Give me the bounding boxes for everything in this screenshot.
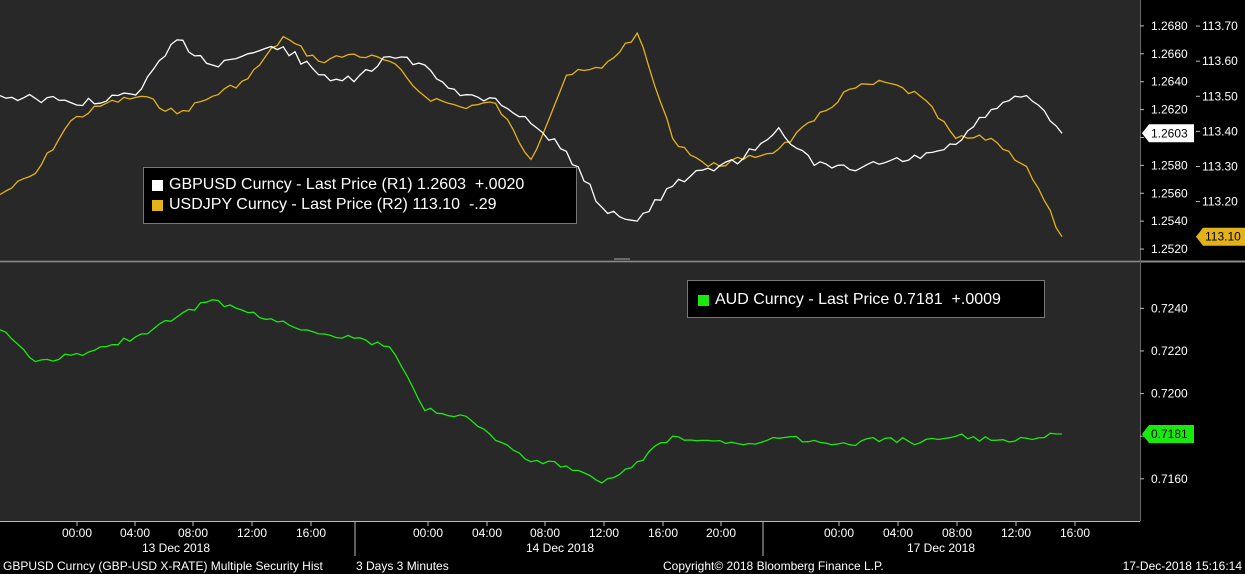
x-axis-time-label: 00:00 bbox=[62, 526, 92, 540]
usdjpy-swatch-icon bbox=[152, 199, 163, 211]
bottom-legend[interactable]: AUD Curncy - Last Price 0.7181 +.0009 bbox=[687, 280, 1045, 318]
usdjpy-line bbox=[0, 31, 1063, 238]
gbpusd-axis: 1.26801.26601.26401.26201.26001.25801.25… bbox=[1140, 19, 1188, 256]
legend-item-aud: AUD Curncy - Last Price 0.7181 +.0009 bbox=[698, 290, 1044, 310]
aud-axis-tick-label: 0.7240 bbox=[1151, 301, 1188, 315]
x-axis-date-label: 17 Dec 2018 bbox=[907, 541, 975, 555]
x-axis-time-label: 12:00 bbox=[237, 526, 267, 540]
x-axis-time-label: 04:00 bbox=[120, 526, 150, 540]
x-axis-time-label: 08:00 bbox=[530, 526, 560, 540]
usdjpy-axis-tick-label: 113.70 bbox=[1202, 19, 1238, 33]
last-value-tag bbox=[1142, 425, 1194, 444]
gbpusd-swatch-icon bbox=[152, 179, 163, 191]
x-axis-time-label: 04:00 bbox=[472, 526, 502, 540]
aud-axis-tick-label: 0.7220 bbox=[1151, 344, 1188, 358]
x-axis-time-label: 08:00 bbox=[942, 526, 972, 540]
gbpusd-axis-tick-label: 1.2620 bbox=[1151, 103, 1188, 117]
usdjpy-axis-tick-label: 113.50 bbox=[1202, 89, 1238, 103]
gbpusd-axis-tick-label: 1.2540 bbox=[1151, 214, 1188, 228]
usdjpy-axis-tick-label: 113.60 bbox=[1202, 54, 1238, 68]
gbpusd-line bbox=[0, 39, 1063, 222]
footer-security-title: GBPUSD Curncy (GBP-USD X-RATE) Multiple … bbox=[3, 559, 324, 573]
x-axis-time-label: 00:00 bbox=[824, 526, 854, 540]
footer-timestamp: 17-Dec-2018 15:16:14 bbox=[1123, 559, 1243, 573]
x-axis-time-label: 04:00 bbox=[883, 526, 913, 540]
x-axis-date-label: 13 Dec 2018 bbox=[142, 541, 210, 555]
aud-line bbox=[0, 299, 1063, 484]
x-axis-time-label: 20:00 bbox=[706, 526, 736, 540]
gbpusd-axis-tick-label: 1.2520 bbox=[1151, 242, 1188, 256]
usdjpy-axis-tick-label: 113.20 bbox=[1202, 195, 1238, 209]
top-legend[interactable]: GBPUSD Curncy - Last Price (R1) 1.2603 +… bbox=[143, 167, 577, 224]
footer-copyright: Copyright© 2018 Bloomberg Finance L.P. bbox=[663, 559, 884, 573]
gbpusd-axis-tick-label: 1.2680 bbox=[1151, 19, 1188, 33]
aud-axis-tick-label: 0.7200 bbox=[1151, 387, 1188, 401]
gbpusd-axis-tick-label: 1.2580 bbox=[1151, 158, 1188, 172]
last-value-tag-label: 1.2603 bbox=[1151, 126, 1188, 140]
last-value-tag bbox=[1196, 227, 1245, 246]
top-series-group bbox=[0, 31, 1063, 238]
legend-label-aud: AUD Curncy - Last Price 0.7181 +.0009 bbox=[715, 291, 1001, 308]
x-axis-time-label: 16:00 bbox=[1060, 526, 1090, 540]
legend-label-usdjpy: USDJPY Curncy - Last Price (R2) 113.10 -… bbox=[169, 196, 497, 213]
usdjpy-axis-tick-label: 113.40 bbox=[1202, 124, 1238, 138]
last-value-tag-label: 0.7181 bbox=[1151, 427, 1188, 441]
aud-swatch-icon bbox=[698, 294, 709, 306]
legend-item-usdjpy: USDJPY Curncy - Last Price (R2) 113.10 -… bbox=[152, 195, 576, 215]
bottom-series-group bbox=[0, 299, 1063, 484]
footer-period: 3 Days 3 Minutes bbox=[356, 559, 449, 573]
last-value-tag-label: 113.10 bbox=[1205, 230, 1241, 244]
legend-item-gbpusd: GBPUSD Curncy - Last Price (R1) 1.2603 +… bbox=[152, 175, 576, 195]
last-value-tag bbox=[1142, 124, 1194, 143]
x-axis-time-label: 12:00 bbox=[1001, 526, 1031, 540]
footer: GBPUSD Curncy (GBP-USD X-RATE) Multiple … bbox=[3, 559, 1242, 573]
x-axis-time-label: 00:00 bbox=[413, 526, 443, 540]
gbpusd-axis-tick-label: 1.2660 bbox=[1151, 47, 1188, 61]
x-axis-time-label: 08:00 bbox=[178, 526, 208, 540]
gbpusd-axis-tick-label: 1.2640 bbox=[1151, 75, 1188, 89]
usdjpy-axis-tick-label: 113.30 bbox=[1202, 159, 1238, 173]
x-axis: 00:00 04:00 08:00 12:00 16:00 00:00 04:00 08:00… bbox=[0, 521, 1140, 556]
x-axis-date-label: 14 Dec 2018 bbox=[526, 541, 594, 555]
x-axis-time-label: 16:00 bbox=[296, 526, 326, 540]
legend-label-gbpusd: GBPUSD Curncy - Last Price (R1) 1.2603 +… bbox=[169, 176, 525, 193]
x-axis-time-label: 12:00 bbox=[589, 526, 619, 540]
last-value-tags: 1.2603 113.10 0.7181 bbox=[1142, 124, 1245, 444]
x-axis-time-label: 16:00 bbox=[648, 526, 678, 540]
aud-axis-tick-label: 0.7160 bbox=[1151, 472, 1188, 486]
gbpusd-axis-tick-label: 1.2560 bbox=[1151, 186, 1188, 200]
